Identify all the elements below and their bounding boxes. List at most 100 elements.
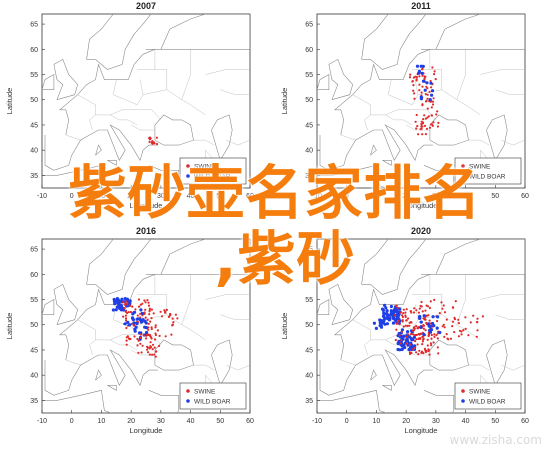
- swine-point: [124, 302, 127, 305]
- x-axis-label: Longitude: [405, 426, 438, 435]
- border-line: [137, 109, 162, 121]
- swine-point: [146, 345, 149, 348]
- swine-point: [137, 305, 141, 308]
- swine-point: [430, 123, 434, 126]
- legend-wild-boar-marker: [186, 174, 190, 178]
- swine-point: [433, 73, 436, 76]
- y-axis-label: Latitude: [280, 313, 289, 340]
- swine-point: [410, 311, 413, 314]
- y-axis-label: Latitude: [280, 88, 289, 115]
- swine-point: [418, 307, 421, 310]
- wild-boar-point: [423, 88, 427, 92]
- border-line: [412, 49, 431, 70]
- swine-point: [424, 309, 427, 312]
- swine-point: [421, 68, 424, 71]
- swine-point: [176, 317, 179, 320]
- wild-boar-point: [419, 320, 423, 324]
- wild-boar-point: [116, 298, 120, 302]
- swine-point: [126, 303, 129, 306]
- swine-point: [469, 321, 472, 324]
- coastline: [148, 165, 179, 188]
- swine-point: [425, 349, 428, 352]
- swine-point: [139, 342, 142, 345]
- wild-boar-point: [119, 304, 123, 308]
- swine-point: [420, 300, 423, 304]
- x-tick-label: 20: [127, 418, 135, 425]
- x-tick-label: 50: [491, 193, 499, 200]
- swine-point: [475, 321, 479, 324]
- x-tick-label: 60: [246, 193, 254, 200]
- coastline: [317, 298, 330, 315]
- border-line: [456, 49, 466, 100]
- swine-point: [426, 338, 429, 341]
- coastline: [42, 73, 55, 90]
- swine-point: [164, 335, 167, 338]
- swine-point: [422, 337, 425, 340]
- swine-point: [433, 333, 436, 336]
- swine-point: [148, 307, 151, 310]
- swine-point: [423, 75, 426, 78]
- swine-point: [165, 308, 168, 311]
- x-tick-label: 30: [432, 418, 440, 425]
- wild-boar-point: [418, 316, 422, 320]
- x-tick-label: 40: [187, 193, 195, 200]
- x-tick-label: 60: [246, 418, 254, 425]
- swine-point: [149, 320, 152, 323]
- coastline: [95, 369, 102, 381]
- swine-point: [424, 329, 427, 332]
- wild-boar-point: [393, 317, 397, 321]
- swine-point: [437, 121, 440, 124]
- border-line: [137, 49, 156, 70]
- x-tick-label: 50: [216, 418, 224, 425]
- swine-point: [430, 86, 433, 89]
- swine-point: [431, 100, 434, 103]
- coastline: [107, 160, 117, 166]
- coastline: [95, 144, 102, 156]
- legend-box: [454, 382, 522, 410]
- map-svg-2016: 2016 -10 0 10 20 30 40 50 60 65 60 55 50 45 40 35 Longit…: [5, 226, 254, 435]
- border-line: [193, 364, 215, 371]
- swine-point: [416, 343, 419, 346]
- coastline: [154, 114, 194, 146]
- swine-point: [401, 315, 404, 319]
- swine-point: [154, 332, 157, 335]
- wild-boar-point: [128, 299, 132, 303]
- swine-point: [405, 335, 408, 338]
- swine-point: [399, 311, 402, 314]
- border-line: [142, 314, 191, 330]
- border-line: [388, 79, 392, 95]
- swine-point: [415, 325, 418, 328]
- swine-point: [416, 333, 419, 336]
- swine-point: [431, 66, 434, 69]
- wild-boar-point: [389, 304, 393, 309]
- legend-swine-marker: [461, 389, 465, 393]
- swine-point: [426, 93, 429, 96]
- swine-point: [460, 333, 463, 336]
- wild-boar-point: [125, 297, 129, 301]
- swine-point: [423, 114, 426, 117]
- legend-label: SWINE: [469, 164, 491, 171]
- wild-boar-point: [389, 309, 393, 313]
- coastline: [370, 144, 377, 156]
- border-line: [480, 294, 525, 300]
- wild-boar-point: [392, 310, 396, 314]
- swine-point: [462, 329, 465, 332]
- x-tick-label: 30: [157, 418, 165, 425]
- map-panel-2007: 2007 -10 0 10 20 30 40 50 60 65 60 55 50 45 40 35 Longit…: [0, 0, 275, 225]
- border-line: [110, 339, 138, 351]
- watermark: www.zisha.com: [449, 433, 542, 447]
- swine-point: [420, 125, 423, 128]
- swine-point: [414, 334, 417, 337]
- swine-point: [443, 335, 446, 338]
- x-tick-label: 60: [521, 418, 529, 425]
- map-svg-2020: 2020 -10 0 10 20 30 40 50 60 65 60 55 50 45 40 35 Longit…: [280, 226, 529, 435]
- swine-point: [148, 353, 151, 356]
- swine-point: [419, 128, 422, 131]
- swine-point: [141, 302, 144, 305]
- y-tick-label: 65: [305, 22, 313, 29]
- y-tick-label: 50: [305, 97, 313, 104]
- border-line: [205, 69, 250, 75]
- swine-point: [442, 304, 445, 307]
- swine-point: [432, 341, 435, 344]
- swine-point: [437, 352, 440, 355]
